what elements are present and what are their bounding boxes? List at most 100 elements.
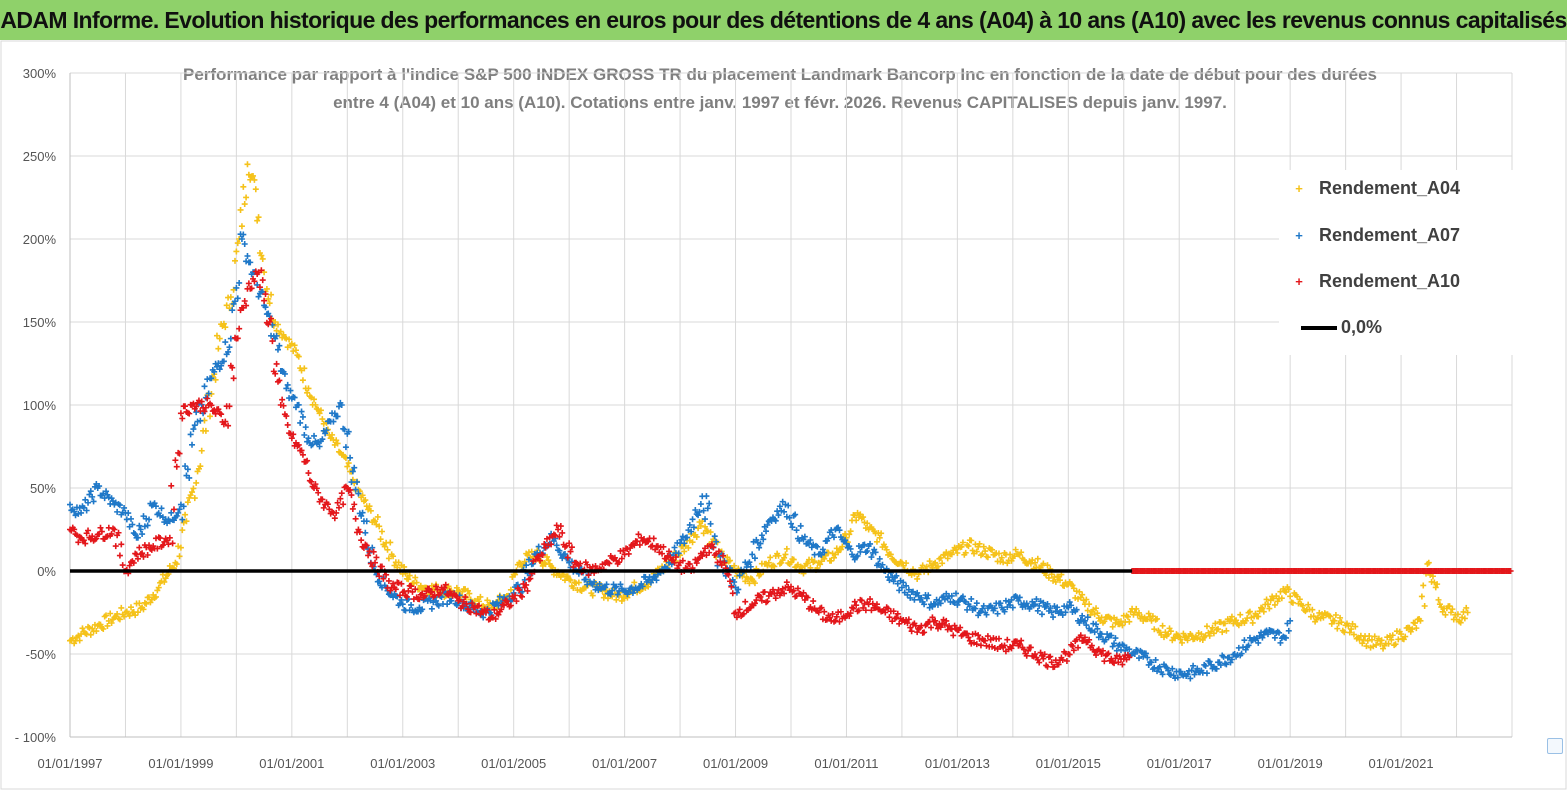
x-tick-label: 01/01/2001: [259, 756, 324, 771]
point-rendement_a07: [1098, 631, 1105, 638]
point-rendement_a07: [1093, 621, 1100, 628]
y-tick-label: 0%: [37, 564, 56, 579]
point-rendement_a04: [1145, 610, 1152, 617]
point-rendement_a04: [1203, 623, 1210, 630]
point-rendement_a07: [793, 527, 800, 534]
point-rendement_a07: [596, 580, 603, 587]
point-rendement_a04: [183, 518, 190, 525]
point-rendement_a10: [315, 489, 322, 496]
point-rendement_a10: [1086, 636, 1093, 643]
point-rendement_a10: [334, 499, 341, 506]
point-rendement_a04: [1209, 624, 1216, 631]
point-rendement_a04: [1219, 629, 1226, 636]
point-rendement_a04: [903, 560, 910, 567]
point-rendement_a04: [1237, 611, 1244, 618]
point-rendement_a04: [405, 576, 412, 583]
point-rendement_a07: [1040, 599, 1047, 606]
point-rendement_a07: [273, 332, 280, 339]
point-rendement_a04: [959, 539, 966, 546]
point-rendement_a07: [613, 583, 620, 590]
point-rendement_a10: [299, 451, 306, 458]
point-rendement_a07: [1062, 609, 1069, 616]
point-rendement_a10: [198, 398, 205, 405]
point-rendement_a10: [392, 586, 399, 593]
point-rendement_a07: [983, 611, 990, 618]
legend-item-a07[interactable]: + Rendement_A07: [1279, 225, 1460, 246]
point-rendement_a07: [1034, 607, 1041, 614]
point-rendement_a04: [1345, 622, 1352, 629]
point-rendement_a04: [241, 201, 248, 208]
point-rendement_a10: [259, 277, 266, 284]
point-rendement_a10: [312, 481, 319, 488]
point-rendement_a07: [671, 544, 678, 551]
point-rendement_a04: [980, 543, 987, 550]
point-rendement_a04: [932, 559, 939, 566]
point-rendement_a10: [1507, 568, 1514, 574]
legend-item-zero[interactable]: 0,0%: [1279, 317, 1382, 338]
point-rendement_a04: [1032, 559, 1039, 566]
point-rendement_a07: [591, 578, 598, 585]
point-rendement_a04: [681, 548, 688, 555]
point-rendement_a07: [1271, 634, 1278, 641]
point-rendement_a07: [1142, 650, 1149, 657]
point-rendement_a10: [559, 529, 566, 536]
legend-item-a10[interactable]: + Rendement_A10: [1279, 271, 1460, 292]
point-rendement_a04: [1334, 625, 1341, 632]
point-rendement_a07: [1095, 634, 1102, 641]
point-rendement_a10: [308, 478, 315, 485]
point-rendement_a04: [726, 557, 733, 564]
point-rendement_a07: [1054, 604, 1061, 611]
point-rendement_a10: [251, 278, 258, 285]
point-rendement_a04: [631, 579, 638, 586]
point-rendement_a04: [345, 460, 352, 467]
point-rendement_a04: [231, 257, 238, 264]
point-rendement_a07: [1277, 639, 1284, 646]
point-rendement_a07: [907, 594, 914, 601]
point-rendement_a07: [825, 535, 832, 542]
point-rendement_a10: [686, 561, 693, 568]
point-rendement_a04: [1179, 639, 1185, 646]
point-rendement_a04: [1421, 603, 1428, 610]
point-rendement_a07: [168, 509, 175, 516]
point-rendement_a07: [952, 590, 959, 597]
point-rendement_a04: [1368, 636, 1375, 643]
point-rendement_a04: [767, 554, 774, 561]
point-rendement_a10: [855, 607, 862, 614]
x-tick-label: 01/01/2019: [1258, 756, 1323, 771]
point-rendement_a10: [833, 613, 840, 620]
point-rendement_a04: [685, 544, 692, 551]
point-rendement_a07: [861, 541, 868, 548]
point-rendement_a07: [904, 591, 911, 598]
point-rendement_a04: [413, 579, 420, 586]
point-rendement_a04: [989, 546, 996, 553]
point-rendement_a07: [283, 385, 290, 392]
point-rendement_a07: [354, 479, 361, 486]
legend-item-a04[interactable]: + Rendement_A04: [1279, 178, 1460, 199]
point-rendement_a10: [973, 641, 980, 648]
header-title: ADAM Informe. Evolution historique des p…: [0, 6, 1567, 33]
point-rendement_a04: [1299, 602, 1306, 609]
series-rendement_a07: [67, 231, 1294, 682]
point-rendement_a04: [304, 389, 311, 396]
point-rendement_a10: [1119, 661, 1126, 668]
point-rendement_a04: [250, 172, 257, 179]
point-rendement_a04: [864, 520, 871, 527]
point-rendement_a04: [1233, 617, 1240, 624]
point-rendement_a10: [853, 602, 860, 609]
point-rendement_a10: [539, 551, 546, 558]
point-rendement_a04: [948, 551, 955, 558]
point-rendement_a07: [1144, 654, 1151, 661]
point-rendement_a07: [1238, 650, 1245, 657]
point-rendement_a04: [140, 606, 147, 613]
point-rendement_a07: [287, 387, 294, 394]
point-rendement_a10: [984, 633, 991, 640]
point-rendement_a04: [243, 194, 250, 201]
paste-options-icon[interactable]: [1547, 738, 1563, 754]
point-rendement_a10: [912, 622, 919, 629]
x-tick-label: 01/01/2015: [1036, 756, 1101, 771]
point-rendement_a07: [756, 544, 763, 551]
point-rendement_a04: [273, 327, 280, 334]
point-rendement_a04: [817, 561, 824, 568]
point-rendement_a07: [692, 506, 699, 513]
chart-title-line-1: Performance par rapport à l'indice S&P 5…: [183, 65, 1377, 84]
